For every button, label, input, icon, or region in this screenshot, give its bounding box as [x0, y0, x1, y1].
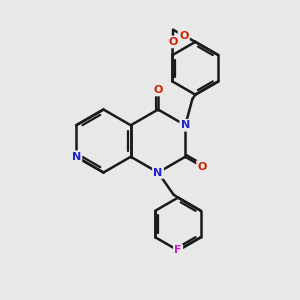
Text: O: O [153, 85, 163, 95]
Text: N: N [72, 152, 81, 162]
Text: O: O [168, 37, 178, 47]
Text: O: O [197, 161, 207, 172]
Text: F: F [174, 245, 182, 255]
Text: N: N [153, 167, 163, 178]
Text: O: O [179, 31, 188, 40]
Text: N: N [181, 120, 190, 130]
